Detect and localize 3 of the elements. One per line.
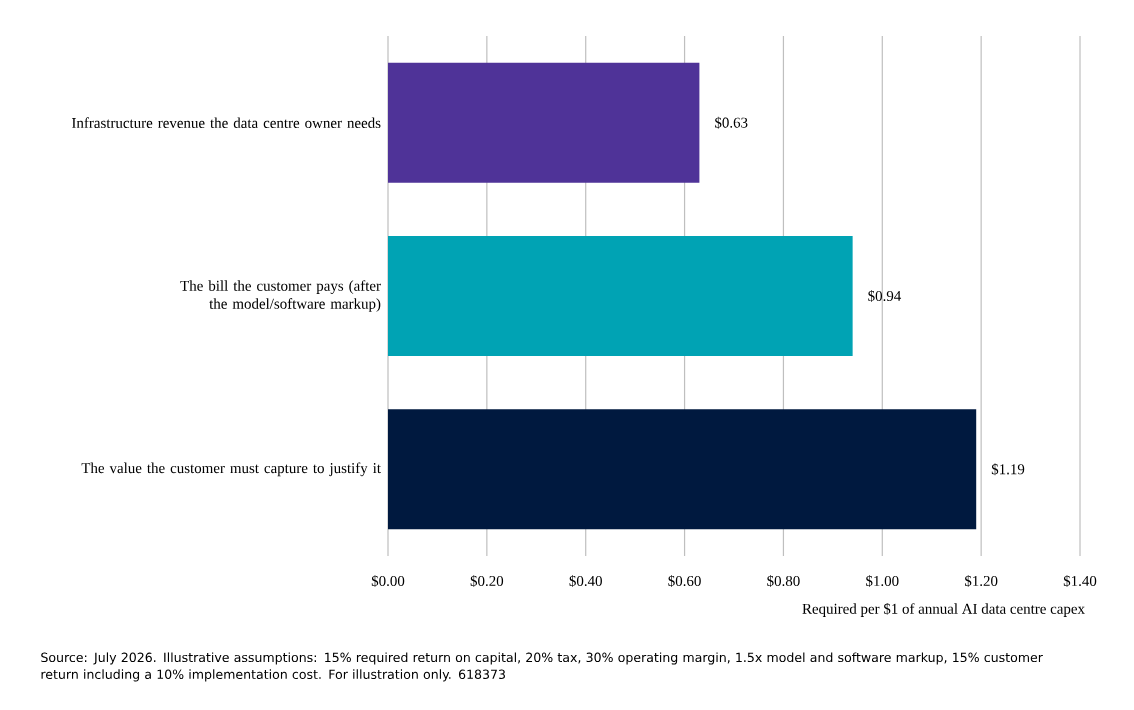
bar [388,236,853,357]
bar [388,409,977,530]
bar [388,62,700,183]
